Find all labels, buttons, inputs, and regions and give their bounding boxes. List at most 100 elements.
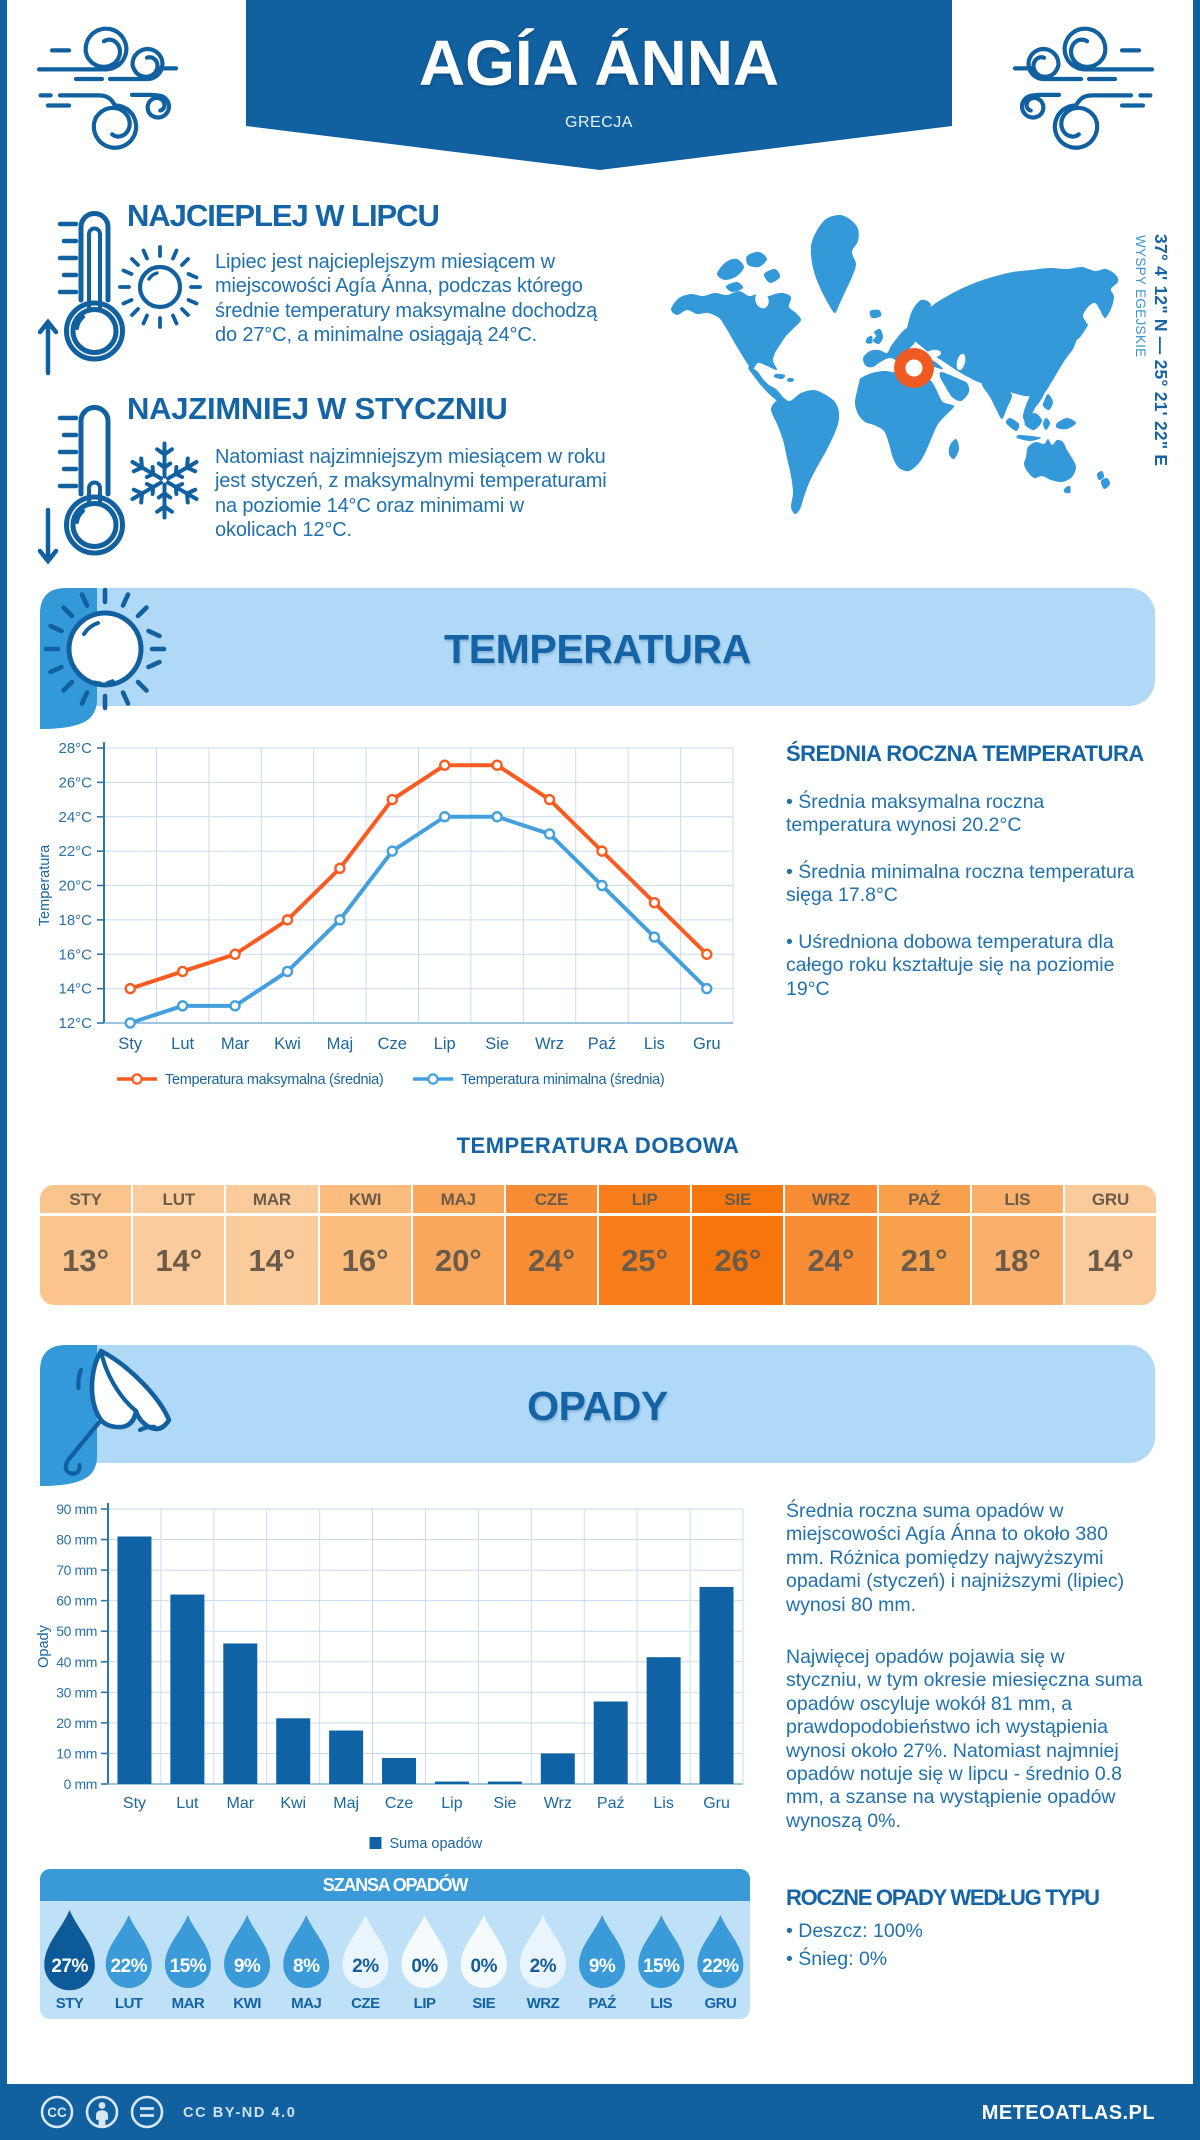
svg-text:Sty: Sty xyxy=(123,1795,146,1812)
attribution-icon xyxy=(96,2102,108,2126)
daily-month-cell: WRZ xyxy=(785,1185,877,1213)
cc-license-icons: CC xyxy=(40,2095,164,2129)
temperature-banner xyxy=(40,588,1155,706)
svg-text:Cze: Cze xyxy=(378,1035,407,1053)
precip-bar xyxy=(646,1657,681,1784)
daily-month-cell: LIP xyxy=(599,1185,691,1213)
series-line xyxy=(129,814,709,1025)
svg-text:Opady: Opady xyxy=(36,1624,52,1667)
svg-text:Sie: Sie xyxy=(485,1035,509,1053)
precip-bar xyxy=(170,1594,205,1784)
droplet: 27% STY xyxy=(44,1910,95,2012)
daily-value-cell: 21° xyxy=(878,1216,970,1305)
svg-text:LIS: LIS xyxy=(650,1995,672,2012)
svg-text:Cze: Cze xyxy=(385,1795,414,1812)
annual-temp-bullet-1: • Średnia maksymalna roczna temperatura … xyxy=(786,791,1045,837)
svg-text:Kwi: Kwi xyxy=(274,1035,301,1053)
svg-text:Lis: Lis xyxy=(653,1795,673,1812)
daily-value-cell: 16° xyxy=(319,1216,411,1305)
svg-text:9%: 9% xyxy=(234,1956,261,1977)
daily-value-cell: 20° xyxy=(412,1216,504,1305)
precip-type-rain: • Deszcz: 100% xyxy=(786,1920,923,1942)
droplet: 2% WRZ xyxy=(519,1915,566,2012)
svg-text:20 mm: 20 mm xyxy=(56,1715,97,1731)
warmest-heading: NAJCIEPLEJ W LIPCU xyxy=(127,198,440,233)
svg-text:MAR: MAR xyxy=(172,1995,205,2012)
svg-text:22%: 22% xyxy=(702,1956,739,1977)
page-subtitle: GRECJA xyxy=(565,114,633,131)
svg-text:CZE: CZE xyxy=(351,1995,380,2012)
precip-paragraph-1: Średnia roczna suma opadów w miejscowośc… xyxy=(786,1500,1125,1616)
droplets: 27%STY22%LUT15%MAR9%KWI8%MAJ2%CZE0%LIP0%… xyxy=(44,1910,744,2012)
svg-text:80 mm: 80 mm xyxy=(56,1532,97,1548)
svg-text:20°C: 20°C xyxy=(58,878,92,895)
svg-text:Paź: Paź xyxy=(597,1795,625,1812)
svg-text:14°C: 14°C xyxy=(58,981,92,998)
svg-text:90 mm: 90 mm xyxy=(56,1501,97,1517)
droplet: 22% GRU xyxy=(697,1915,744,2012)
droplet: 0% SIE xyxy=(460,1915,507,2012)
daily-month-cell: STY xyxy=(40,1185,132,1213)
svg-text:22°C: 22°C xyxy=(58,843,92,860)
svg-text:18°C: 18°C xyxy=(58,912,92,929)
svg-text:27%: 27% xyxy=(51,1956,88,1977)
daily-value-cell: 24° xyxy=(505,1216,598,1305)
umbrella-icon xyxy=(63,1348,172,1476)
svg-text:40 mm: 40 mm xyxy=(56,1654,97,1670)
annual-temp-bullet-3: • Uśredniona dobowa temperatura dla całe… xyxy=(786,931,1115,1000)
precip-bar xyxy=(223,1643,258,1784)
droplet: 15% LIS xyxy=(638,1915,685,2012)
sun-large-icon xyxy=(43,587,167,711)
series-line xyxy=(129,763,709,991)
snowflake-icon xyxy=(130,441,199,520)
daily-month-cell: GRU xyxy=(1064,1185,1156,1213)
svg-text:50 mm: 50 mm xyxy=(56,1623,97,1639)
temperature-title: TEMPERATURA xyxy=(444,626,751,672)
nd-icon xyxy=(140,2107,154,2117)
svg-text:12°C: 12°C xyxy=(58,1015,92,1032)
svg-text:10 mm: 10 mm xyxy=(56,1745,97,1761)
wind-icon xyxy=(1012,26,1155,150)
region-label: WYSPY EGEJSKIE xyxy=(1133,235,1148,358)
cc-icon: CC xyxy=(47,2105,67,2120)
svg-text:Maj: Maj xyxy=(333,1795,359,1812)
svg-text:60 mm: 60 mm xyxy=(56,1593,97,1609)
svg-text:MAJ: MAJ xyxy=(291,1995,321,2012)
droplet: 2% CZE xyxy=(342,1915,389,2012)
coldest-heading: NAJZIMNIEJ W STYCZNIU xyxy=(127,391,508,426)
svg-text:0%: 0% xyxy=(411,1956,438,1977)
daily-value-cell: 14° xyxy=(226,1216,318,1305)
footer: CC CC BY-ND 4.0 METEOATLAS.PL xyxy=(0,2084,1200,2140)
daily-value-cell: 13° xyxy=(40,1216,132,1305)
daily-value-cell: 18° xyxy=(971,1216,1063,1305)
daily-month-cell: MAR xyxy=(226,1185,318,1213)
droplet: 9% KWI xyxy=(224,1915,271,2012)
droplet: 0% LIP xyxy=(401,1915,448,2012)
svg-text:Lut: Lut xyxy=(176,1795,199,1812)
daily-value-cell: 14° xyxy=(1064,1216,1156,1305)
svg-text:Temperatura: Temperatura xyxy=(37,844,53,926)
daily-temp-title: TEMPERATURA DOBOWA xyxy=(456,1133,740,1158)
world-map xyxy=(670,214,1119,515)
daily-month-cell: MAJ xyxy=(412,1185,504,1213)
svg-text:Temperatura maksymalna (średni: Temperatura maksymalna (średnia) xyxy=(165,1072,383,1088)
droplet: 22% LUT xyxy=(105,1915,152,2012)
precip-type-snow: • Śnieg: 0% xyxy=(786,1948,888,1970)
svg-text:16°C: 16°C xyxy=(58,946,92,963)
svg-text:28°C: 28°C xyxy=(58,740,92,757)
svg-text:Wrz: Wrz xyxy=(544,1795,572,1812)
svg-text:0 mm: 0 mm xyxy=(64,1776,97,1792)
svg-text:22%: 22% xyxy=(110,1956,147,1977)
thermometer-warm-icon xyxy=(37,211,125,376)
temperature-chart: 12°C 14°C 16°C 18°C 20°C 22°C 24°C 26°C 28°C Sty L… xyxy=(37,740,734,1088)
precip-bar xyxy=(382,1758,417,1784)
svg-text:Mar: Mar xyxy=(227,1795,255,1812)
svg-text:Sty: Sty xyxy=(118,1035,143,1053)
svg-text:Lip: Lip xyxy=(441,1795,462,1812)
right-border xyxy=(1193,0,1200,2140)
svg-text:2%: 2% xyxy=(530,1956,557,1977)
page-title: AGÍA ÁNNA xyxy=(418,27,780,99)
daily-month-cell: KWI xyxy=(319,1185,411,1213)
annual-temp-bullet-2: • Średnia minimalna roczna temperatura s… xyxy=(786,861,1135,907)
